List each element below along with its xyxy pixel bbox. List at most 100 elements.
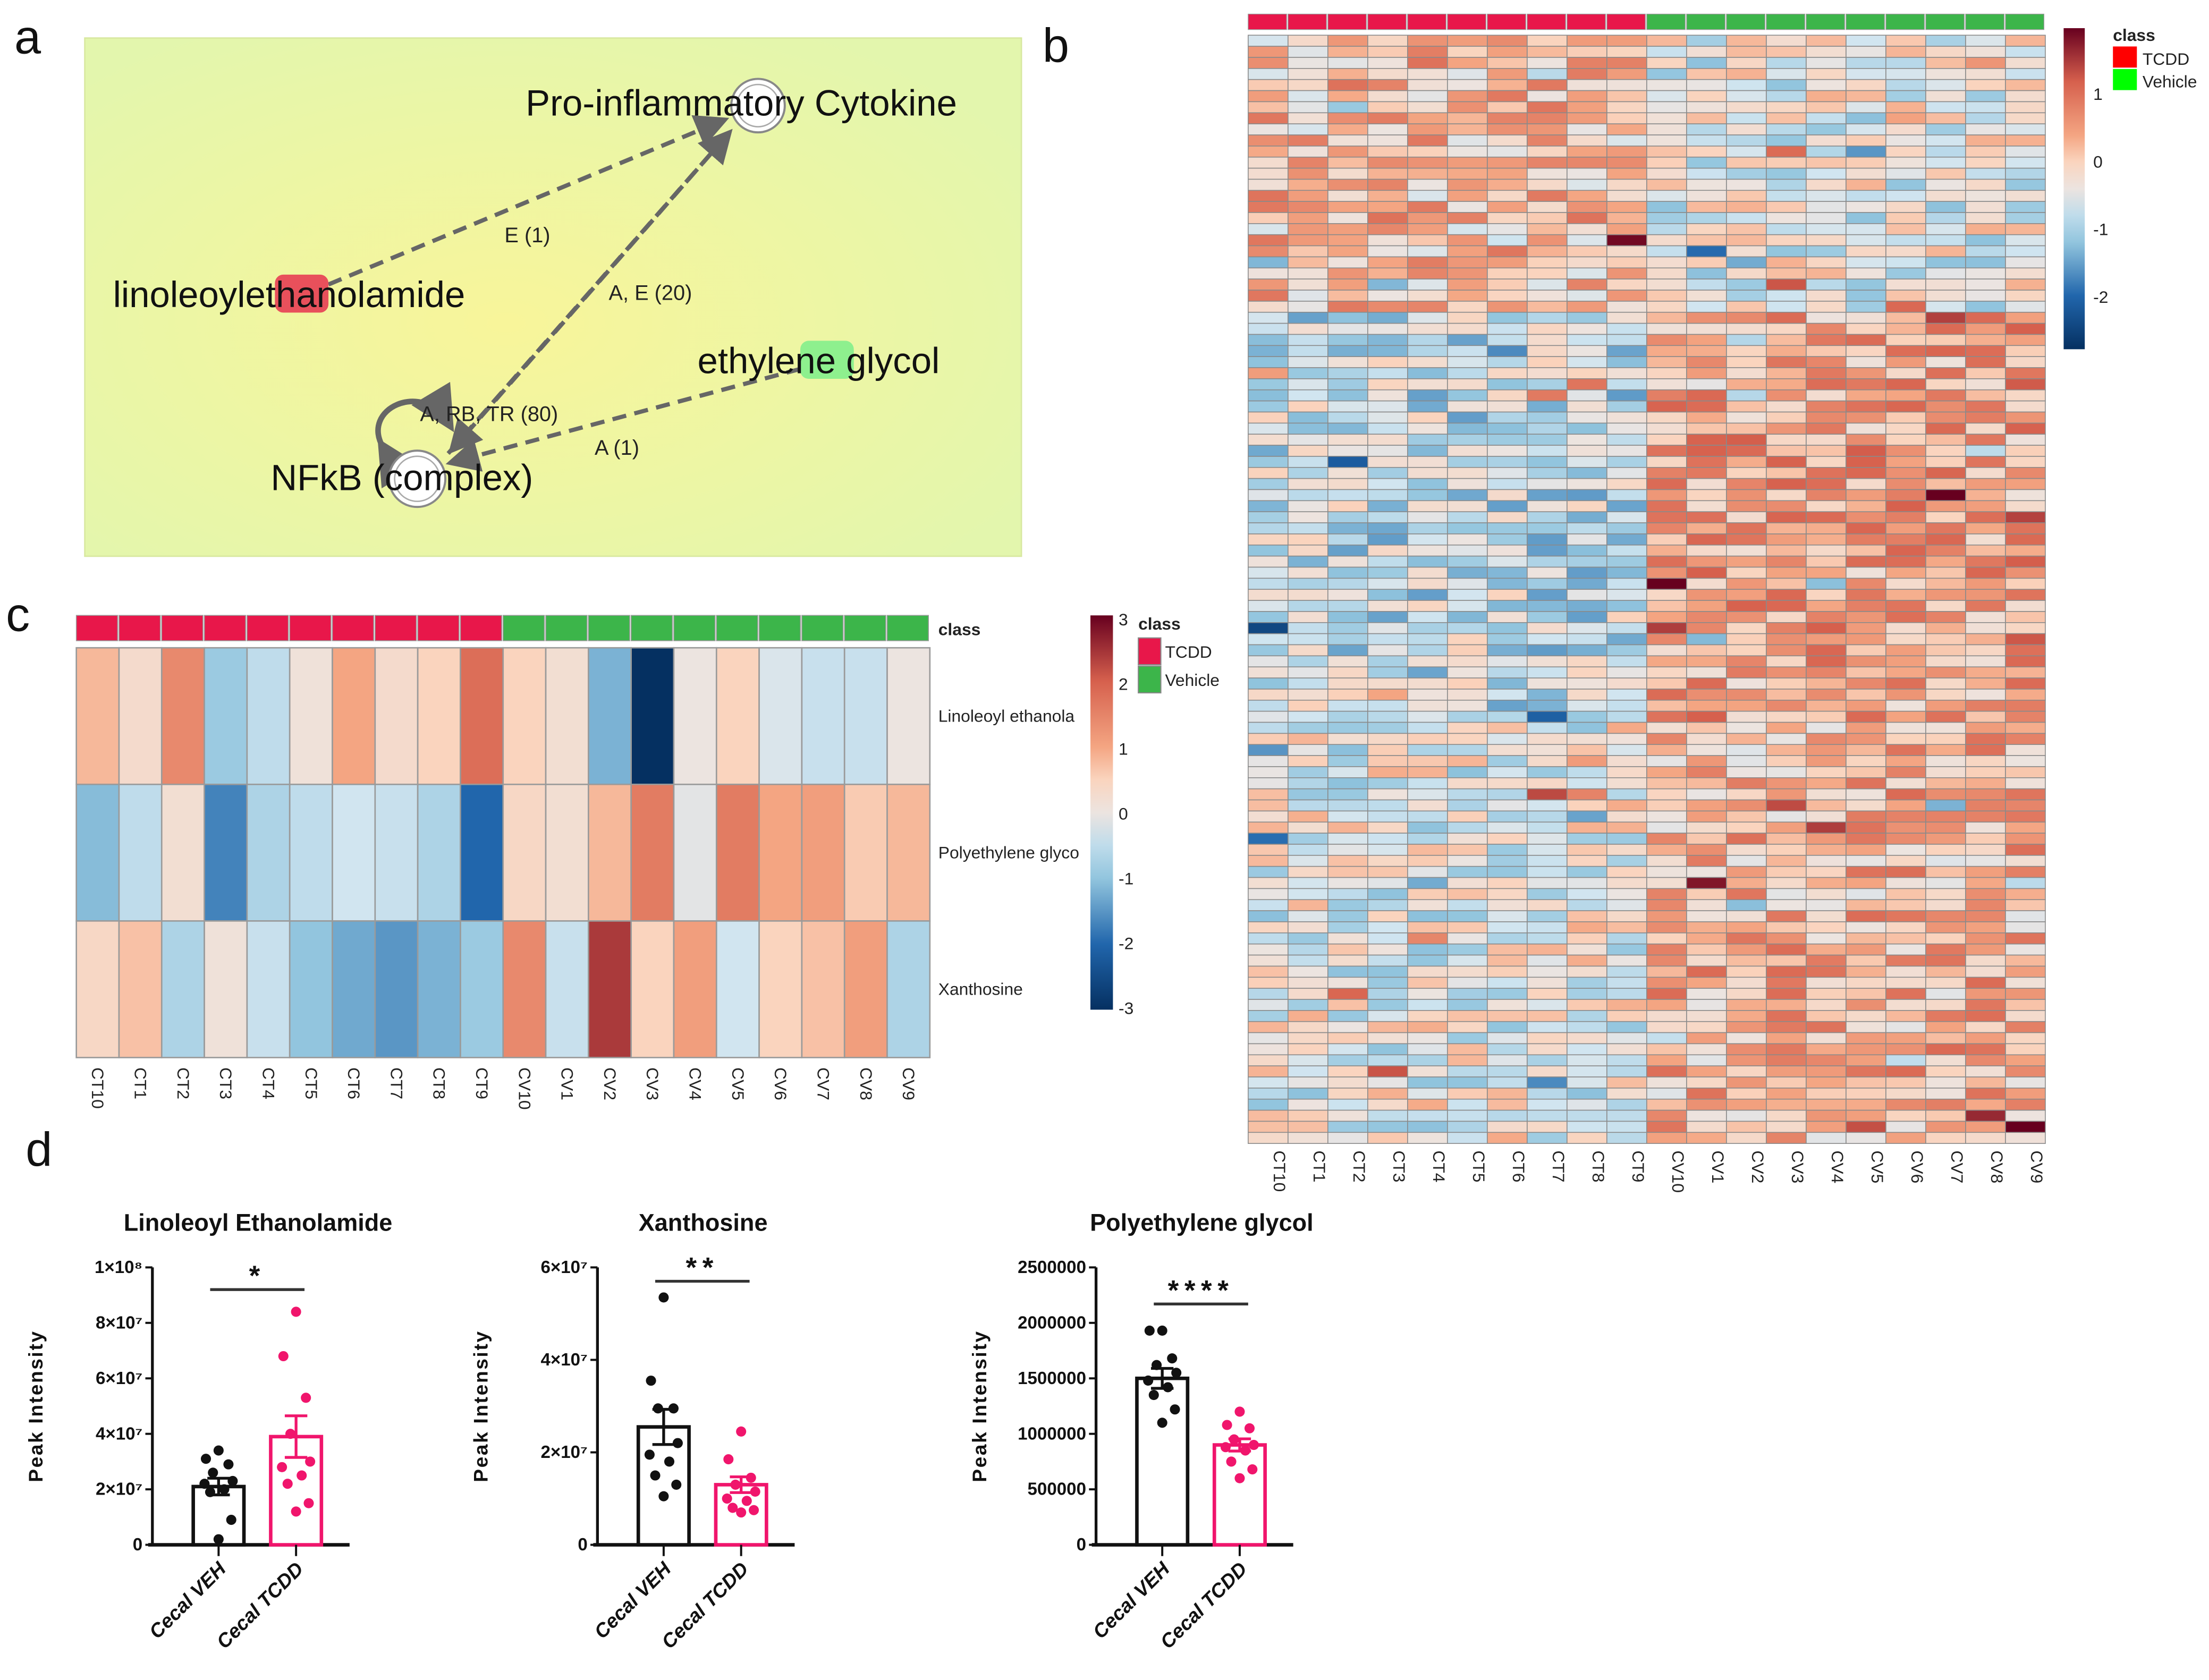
heatmap-cell [1726,156,1767,169]
heatmap-cell [1248,932,1289,945]
heatmap-cell [1726,977,1767,989]
heatmap-cell [1288,223,1328,235]
heatmap-cell [2005,256,2046,269]
column-label: CV1 [558,1067,577,1100]
data-point [301,1393,311,1403]
heatmap-cell [1686,722,1727,734]
heatmap-cell [2005,821,2046,834]
heatmap-cell [1606,965,1647,978]
column-label: CT1 [131,1067,150,1099]
heatmap-cell [1288,755,1328,767]
heatmap-cell [1248,766,1289,778]
heatmap-cell [1806,201,1847,213]
edge-label-eg: A (1) [595,436,639,460]
heatmap-cell [1447,101,1488,114]
heatmap-cell [1686,1109,1727,1122]
heatmap-cell [1885,1043,1926,1056]
heatmap-cell [1885,522,1926,534]
heatmap-cell [1447,932,1488,945]
heatmap-cell [1766,522,1807,534]
heatmap-cell [1567,622,1607,634]
heatmap-cell [1327,456,1368,468]
data-point [750,1486,760,1497]
heatmap-cell [1567,899,1607,911]
heatmap-cell [1846,334,1886,346]
heatmap-cell [1846,234,1886,247]
heatmap-cell [1766,511,1807,523]
heatmap-cell [1885,788,1926,801]
heatmap-cell [1288,466,1328,479]
heatmap-cell [1327,611,1368,623]
heatmap-cell [2005,533,2046,546]
heatmap-cell [1726,267,1767,279]
heatmap-cell [1327,223,1368,235]
heatmap-cell [1527,633,1568,646]
heatmap-cell [1487,422,1528,435]
colorbar-tick: 0 [1119,804,1128,824]
heatmap-cell [1885,821,1926,834]
heatmap-cell [1885,179,1926,191]
heatmap-cell [1487,1109,1528,1122]
heatmap-cell [1367,522,1408,534]
heatmap-cell [1806,1076,1847,1089]
heatmap-cell [1327,378,1368,391]
heatmap-cell [2005,156,2046,169]
heatmap-cell [1487,367,1528,379]
heatmap-cell [1407,466,1448,479]
heatmap-cell [2005,146,2046,158]
heatmap-cell [1327,68,1368,80]
heatmap-cell [1965,954,2006,967]
heatmap-cell [1726,190,1767,202]
heatmap-cell [1766,400,1807,413]
heatmap-cell [1527,533,1568,546]
colorbar-tick: 1 [2093,84,2103,104]
heatmap-cell [1487,46,1528,58]
heatmap-cell [2005,977,2046,989]
heatmap-cell [1646,378,1687,391]
panel-label-c: c [6,588,30,641]
heatmap-cell [2005,810,2046,823]
heatmap-cell [1646,434,1687,446]
heatmap-cell [1407,965,1448,978]
heatmap-cell [1806,1088,1847,1100]
heatmap-cell [1327,489,1368,502]
heatmap-cell [1806,988,1847,1000]
heatmap-cell [1885,489,1926,502]
heatmap-cell [1527,434,1568,446]
heatmap-cell [1766,866,1807,878]
heatmap-cell [2005,334,2046,346]
heatmap-cell [1885,112,1926,124]
heatmap-cell [1885,943,1926,956]
heatmap-cell [1766,1121,1807,1133]
heatmap-cell [1527,1088,1568,1100]
heatmap-cell [1327,844,1368,856]
heatmap-cell [1447,788,1488,801]
heatmap-cell [1925,112,1966,124]
heatmap-cell [1407,954,1448,967]
heatmap-cell [2005,1121,2046,1133]
heatmap-cell [1766,710,1807,723]
heatmap-cell [1248,478,1289,490]
heatmap-cell [1606,445,1647,457]
heatmap-cell [1646,999,1687,1011]
heatmap-cell [1726,589,1767,601]
legend-label: Vehicle [1165,671,1220,690]
heatmap-cell [1686,511,1727,523]
heatmap-cell [1288,123,1328,135]
y-tick-label: 4×10⁷ [540,1350,587,1370]
heatmap-cell [1726,478,1767,490]
heatmap-cell [1567,578,1607,590]
heatmap-cell [1965,1109,2006,1122]
heatmap-cell [1925,888,1966,901]
edge-label-self-loop: A, RB, TR (80) [420,402,558,426]
heatmap-cell [1686,866,1727,878]
heatmap-cell [1567,544,1607,557]
heatmap-cell [1646,334,1687,346]
heatmap-cell [1606,899,1647,911]
heatmap-cell [1806,611,1847,623]
heatmap-cell [1407,345,1448,357]
column-label: CV6 [771,1067,790,1100]
heatmap-cell [1726,1076,1767,1089]
column-label: CV7 [814,1067,833,1100]
heatmap-cell [545,647,589,785]
